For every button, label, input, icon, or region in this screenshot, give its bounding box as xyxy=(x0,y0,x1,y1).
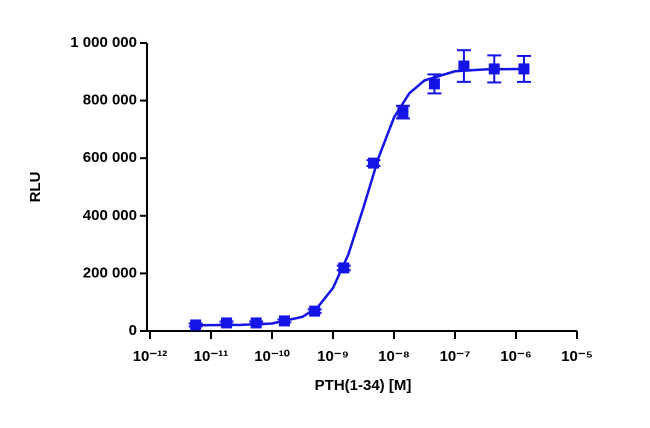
data-point xyxy=(428,78,440,90)
data-point xyxy=(488,63,500,75)
x-tick-label: 10⁻⁵ xyxy=(561,348,593,365)
y-tick-label: 800 000 xyxy=(83,92,137,109)
x-tick-label: 10⁻¹¹ xyxy=(194,348,229,365)
data-point xyxy=(367,157,379,169)
y-axis-label: RLU xyxy=(27,172,44,203)
x-axis-label: PTH(1-34) [M] xyxy=(315,377,412,394)
data-point xyxy=(278,315,290,327)
data-point xyxy=(338,262,350,274)
x-tick-label: 10⁻⁶ xyxy=(500,348,532,365)
y-tick-label: 0 xyxy=(129,322,137,339)
data-point xyxy=(309,305,321,317)
data-point xyxy=(397,106,409,118)
y-tick-label: 200 000 xyxy=(83,264,137,281)
y-tick-label: 600 000 xyxy=(83,149,137,166)
x-tick-label: 10⁻⁹ xyxy=(317,348,349,365)
fit-curve xyxy=(195,67,525,327)
x-tick-label: 10⁻¹⁰ xyxy=(254,348,290,365)
data-point xyxy=(518,63,530,75)
x-tick-label: 10⁻⁸ xyxy=(378,348,410,365)
y-tick-label: 1 000 000 xyxy=(70,34,137,51)
data-point xyxy=(458,60,470,72)
data-point xyxy=(221,317,233,329)
data-point xyxy=(250,317,262,329)
y-tick-label: 400 000 xyxy=(83,207,137,224)
x-tick-label: 10⁻¹² xyxy=(133,348,168,365)
data-point xyxy=(190,319,202,331)
x-tick-label: 10⁻⁷ xyxy=(440,348,471,365)
